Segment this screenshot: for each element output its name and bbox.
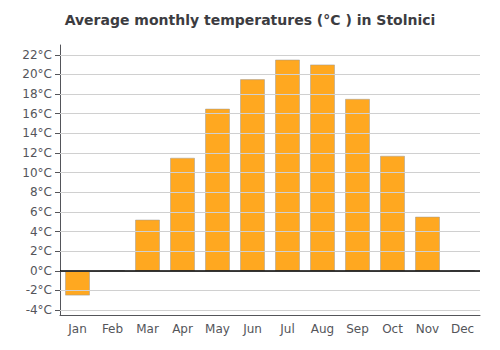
svg-text:-2°C: -2°C bbox=[26, 283, 52, 297]
svg-text:10°C: 10°C bbox=[22, 166, 52, 180]
svg-text:May: May bbox=[205, 322, 230, 336]
svg-text:Jun: Jun bbox=[242, 322, 262, 336]
svg-text:Dec: Dec bbox=[451, 322, 474, 336]
svg-text:Average monthly temperatures (: Average monthly temperatures (°C ) in St… bbox=[65, 12, 436, 28]
svg-text:Oct: Oct bbox=[382, 322, 403, 336]
svg-text:Aug: Aug bbox=[311, 322, 334, 336]
svg-text:2°C: 2°C bbox=[30, 244, 52, 258]
svg-text:18°C: 18°C bbox=[22, 87, 52, 101]
svg-text:Feb: Feb bbox=[102, 322, 123, 336]
svg-text:8°C: 8°C bbox=[30, 185, 52, 199]
svg-text:22°C: 22°C bbox=[22, 48, 52, 62]
svg-text:Jan: Jan bbox=[67, 322, 87, 336]
svg-text:12°C: 12°C bbox=[22, 146, 52, 160]
svg-text:16°C: 16°C bbox=[22, 107, 52, 121]
svg-text:14°C: 14°C bbox=[22, 126, 52, 140]
svg-text:Nov: Nov bbox=[416, 322, 439, 336]
svg-text:20°C: 20°C bbox=[22, 67, 52, 81]
svg-text:0°C: 0°C bbox=[30, 264, 52, 278]
svg-text:-4°C: -4°C bbox=[26, 303, 52, 317]
svg-text:Apr: Apr bbox=[172, 322, 193, 336]
svg-text:6°C: 6°C bbox=[30, 205, 52, 219]
svg-text:Jul: Jul bbox=[279, 322, 294, 336]
svg-text:4°C: 4°C bbox=[30, 225, 52, 239]
svg-text:Sep: Sep bbox=[346, 322, 369, 336]
svg-text:Mar: Mar bbox=[136, 322, 159, 336]
